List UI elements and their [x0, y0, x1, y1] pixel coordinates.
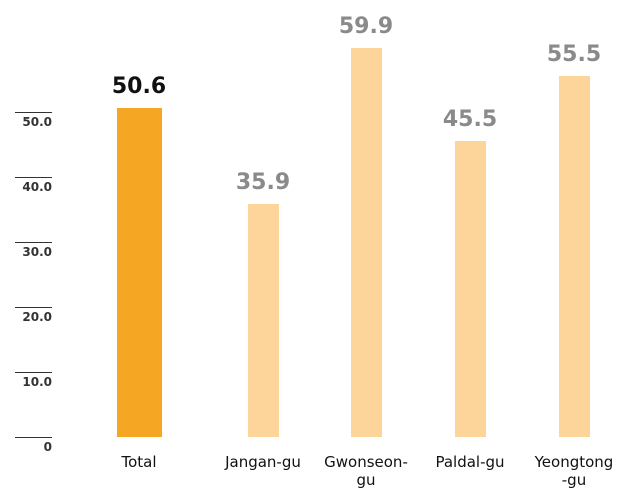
- bar: [350, 47, 382, 437]
- bar: [116, 108, 162, 437]
- value-label: 45.5: [442, 107, 498, 133]
- tick-line: [15, 177, 52, 178]
- value-label: 59.9: [338, 13, 394, 39]
- y-tick-label: 40.0: [22, 180, 52, 194]
- tick-line: [15, 307, 52, 308]
- bar: [454, 141, 486, 437]
- y-tick-label: 0: [43, 440, 52, 454]
- x-tick-label: Paldal-gu: [435, 453, 505, 471]
- tick-line: [15, 437, 52, 438]
- value-label: 55.5: [546, 42, 602, 68]
- y-tick-label: 20.0: [22, 310, 52, 324]
- tick-line: [15, 372, 52, 373]
- y-tick-label: 10.0: [22, 375, 52, 389]
- x-tick-label: Gwonseon-gu: [324, 453, 408, 489]
- tick-line: [15, 242, 52, 243]
- value-label: 35.9: [235, 169, 291, 195]
- x-tick-label: Jangan-gu: [225, 453, 301, 471]
- tick-line: [15, 112, 52, 113]
- y-tick-label: 50.0: [22, 115, 52, 129]
- y-tick-label: 30.0: [22, 245, 52, 259]
- x-tick-label: Total: [121, 453, 157, 471]
- x-tick-label: Yeongtong-gu: [534, 453, 614, 489]
- bar: [558, 76, 590, 437]
- value-label: 50.6: [111, 74, 167, 100]
- bar: [247, 203, 279, 437]
